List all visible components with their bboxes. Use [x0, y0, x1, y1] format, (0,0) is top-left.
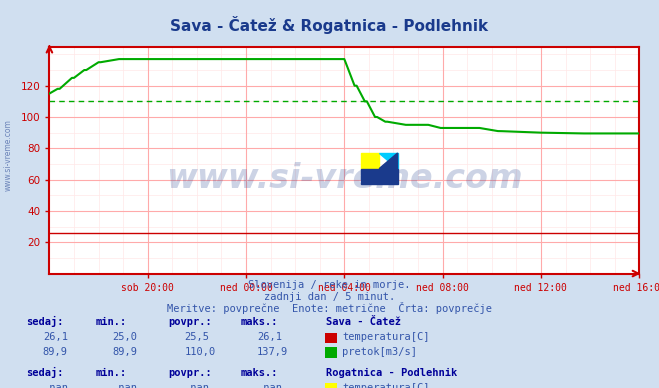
Text: temperatura[C]: temperatura[C]: [342, 332, 430, 342]
Polygon shape: [379, 153, 397, 169]
Text: -nan: -nan: [185, 383, 210, 388]
Text: povpr.:: povpr.:: [168, 368, 212, 378]
Text: min.:: min.:: [96, 317, 127, 327]
Text: 89,9: 89,9: [112, 346, 137, 357]
Text: sedaj:: sedaj:: [26, 316, 64, 327]
Text: 25,0: 25,0: [112, 332, 137, 342]
Bar: [360, 153, 379, 169]
Text: temperatura[C]: temperatura[C]: [342, 383, 430, 388]
Text: www.si-vreme.com: www.si-vreme.com: [166, 162, 523, 195]
Text: Meritve: povprečne  Enote: metrične  Črta: povprečje: Meritve: povprečne Enote: metrične Črta:…: [167, 303, 492, 314]
Text: www.si-vreme.com: www.si-vreme.com: [4, 119, 13, 191]
Text: min.:: min.:: [96, 368, 127, 378]
Text: sedaj:: sedaj:: [26, 367, 64, 378]
Text: 26,1: 26,1: [43, 332, 68, 342]
Text: Sava - Čatež: Sava - Čatež: [326, 317, 401, 327]
Text: 137,9: 137,9: [257, 346, 288, 357]
Text: 110,0: 110,0: [185, 346, 215, 357]
Text: maks.:: maks.:: [241, 368, 278, 378]
Text: -nan: -nan: [257, 383, 282, 388]
Text: povpr.:: povpr.:: [168, 317, 212, 327]
Text: 26,1: 26,1: [257, 332, 282, 342]
Text: Sava - Čatež & Rogatnica - Podlehnik: Sava - Čatež & Rogatnica - Podlehnik: [171, 16, 488, 34]
Text: Rogatnica - Podlehnik: Rogatnica - Podlehnik: [326, 368, 457, 378]
Text: -nan: -nan: [43, 383, 68, 388]
Text: zadnji dan / 5 minut.: zadnji dan / 5 minut.: [264, 292, 395, 302]
Text: 25,5: 25,5: [185, 332, 210, 342]
Text: Slovenija / reke in morje.: Slovenija / reke in morje.: [248, 280, 411, 290]
Text: pretok[m3/s]: pretok[m3/s]: [342, 346, 417, 357]
Text: -nan: -nan: [112, 383, 137, 388]
Text: 89,9: 89,9: [43, 346, 68, 357]
Polygon shape: [379, 153, 397, 169]
Bar: [360, 169, 397, 184]
Text: maks.:: maks.:: [241, 317, 278, 327]
